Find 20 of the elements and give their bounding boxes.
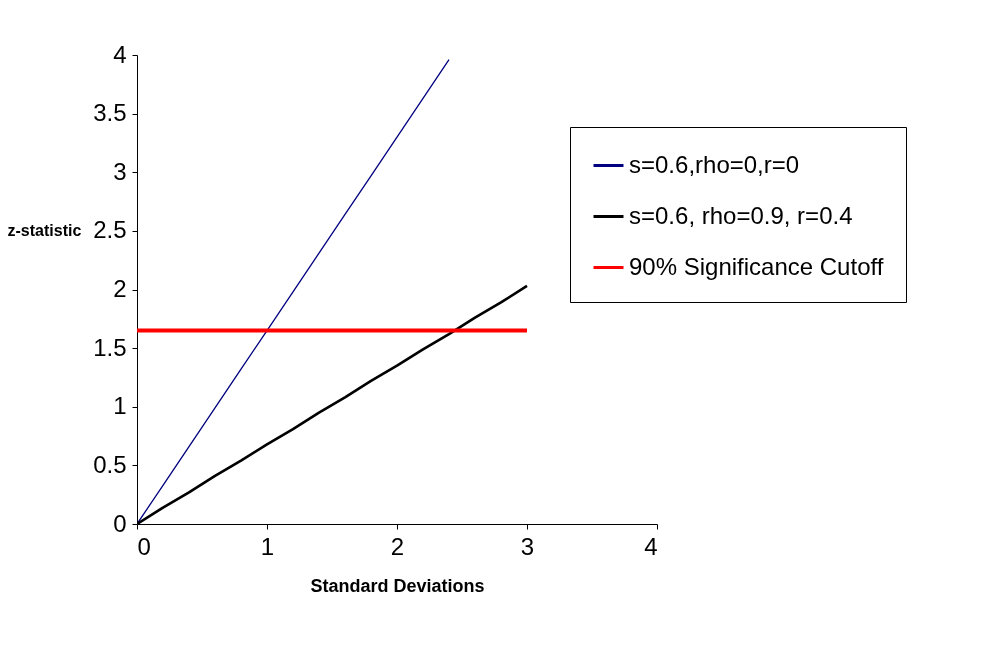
legend-label: 90% Significance Cutoff	[629, 252, 884, 280]
y-tick-label: 0.5	[93, 450, 127, 478]
legend-label: s=0.6,rho=0,r=0	[629, 150, 800, 178]
x-axis-title: Standard Deviations	[310, 575, 485, 596]
x-tick-label: 3	[520, 532, 535, 560]
y-tick-label: 3.5	[93, 99, 127, 127]
y-tick-label: 0	[113, 509, 127, 537]
y-tick-label: 2.5	[93, 216, 127, 244]
y-tick-label: 1.5	[93, 333, 127, 361]
y-tick-label: 3	[113, 157, 127, 185]
x-tick-label: 1	[260, 532, 275, 560]
y-axis-title: z-statistic	[7, 221, 82, 239]
legend-label: s=0.6, rho=0.9, r=0.4	[629, 201, 853, 229]
y-tick-label: 2	[113, 275, 127, 302]
y-tick-label: 4	[113, 40, 127, 68]
x-tick-label: 4	[644, 532, 658, 560]
x-tick-label: 0	[137, 532, 151, 560]
y-tick-label: 1	[113, 392, 127, 420]
x-tick-label: 2	[390, 532, 405, 560]
line-series	[137, 59, 450, 524]
